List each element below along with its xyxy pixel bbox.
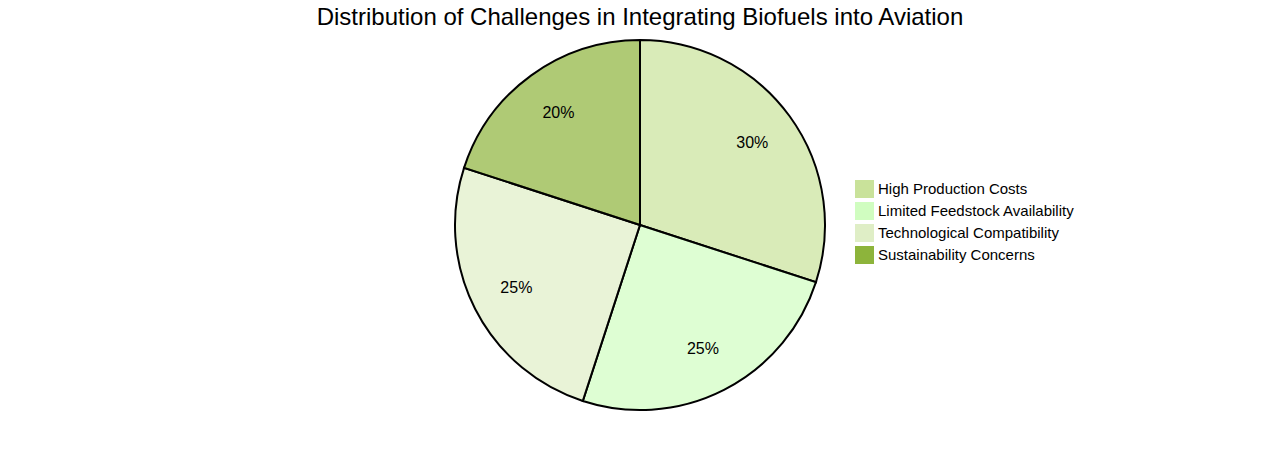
legend-swatch bbox=[855, 202, 874, 220]
title: Distribution of Challenges in Integratin… bbox=[317, 3, 964, 30]
data-label: 30% bbox=[736, 134, 768, 151]
legend-swatch bbox=[855, 246, 874, 264]
legend-swatch bbox=[855, 180, 874, 198]
legend-swatch bbox=[855, 224, 874, 242]
data-label: 20% bbox=[542, 104, 574, 121]
pie bbox=[455, 40, 825, 410]
legend-label: Sustainability Concerns bbox=[878, 246, 1035, 263]
legend-label: Limited Feedstock Availability bbox=[878, 202, 1074, 219]
legend: High Production Costs Limited Feedstock A… bbox=[855, 180, 1074, 264]
data-label: 25% bbox=[687, 340, 719, 357]
data-label: 25% bbox=[500, 279, 532, 296]
slice bbox=[464, 40, 640, 225]
legend-label: Technological Compatibility bbox=[878, 224, 1059, 241]
legend-label: High Production Costs bbox=[878, 180, 1027, 197]
chart: Distribution of Challenges in Integratin… bbox=[0, 0, 1280, 450]
